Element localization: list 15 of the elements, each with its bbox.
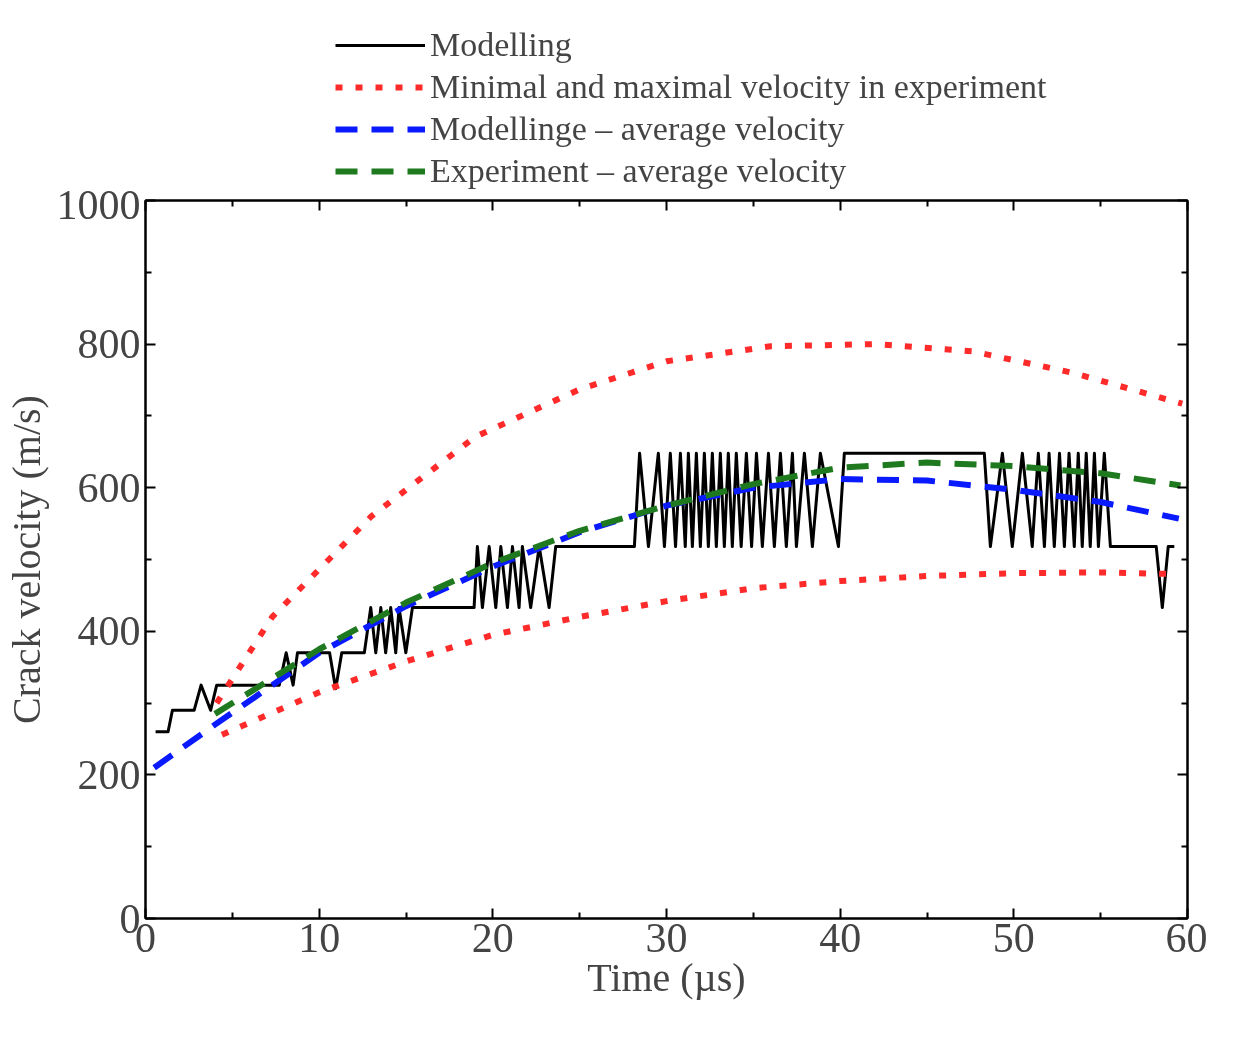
y-tick-label: 600 <box>77 464 141 511</box>
y-tick-label: 400 <box>77 608 141 655</box>
x-tick-label: 40 <box>819 914 862 961</box>
legend-label: Experiment – average velocity <box>430 152 847 190</box>
x-tick-label: 10 <box>298 914 341 961</box>
y-axis-title: Crack velocity (m/s) <box>3 395 49 724</box>
y-tick-label: 800 <box>77 321 141 368</box>
x-tick-label: 20 <box>471 914 514 961</box>
x-tick-label: 60 <box>1165 914 1208 961</box>
y-tick-label: 200 <box>77 751 141 798</box>
x-tick-label: 50 <box>992 914 1035 961</box>
legend-label: Modellinge – average velocity <box>430 110 845 148</box>
y-tick-label: 1000 <box>56 181 141 228</box>
legend-label: Minimal and maximal velocity in experiment <box>430 68 1047 106</box>
legend-label: Modelling <box>430 26 572 64</box>
